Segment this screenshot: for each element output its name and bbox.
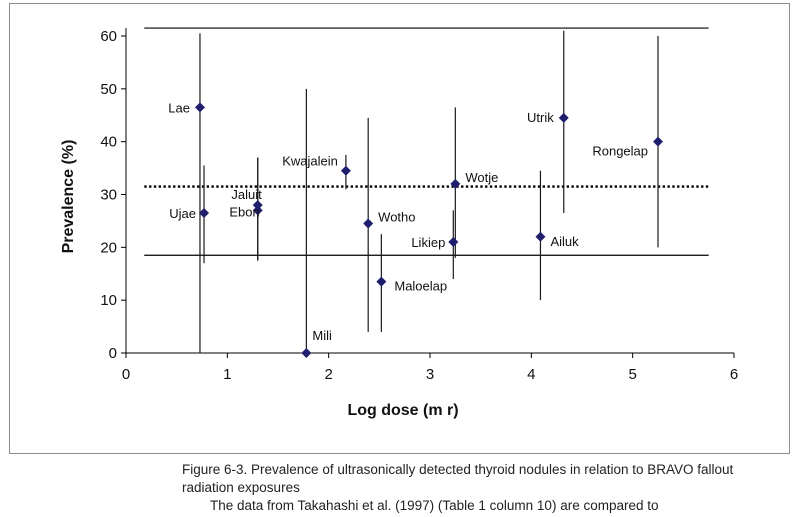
figure-frame: 0 10 20 30 40 50 60 0 1 2 3 4 5 6 Log dose (m r) Preval… (9, 3, 790, 454)
point-label-rongelap: Rongelap (592, 144, 648, 159)
y-tick-label: 10 (100, 292, 117, 309)
data-point-rongelap (653, 136, 663, 147)
data-point-jaluit (252, 200, 263, 211)
data-point-ebon (252, 205, 263, 216)
data-point-wotje (450, 178, 461, 189)
y-tick-label: 50 (100, 81, 117, 98)
y-tick-label: 20 (100, 239, 117, 256)
data-point-wotho (363, 218, 374, 229)
figure-caption-line1: Figure 6-3. Prevalence of ultrasonically… (182, 462, 734, 477)
point-label-wotje: Wotje (465, 170, 498, 185)
x-tick-label: 5 (628, 366, 636, 383)
data-point-ailuk (535, 231, 546, 242)
point-label-kwajalein: Kwajalein (282, 154, 338, 169)
x-tick-label: 3 (426, 366, 434, 383)
point-label-maloelap: Maloelap (394, 279, 447, 294)
x-tick-label: 6 (730, 366, 738, 383)
x-tick-label: 1 (223, 366, 231, 383)
y-tick-label: 30 (100, 187, 117, 204)
point-label-wotho: Wotho (378, 210, 415, 225)
figure-caption-line2: radiation exposures (182, 480, 300, 495)
figure-caption-line3: The data from Takahashi et al. (1997) (T… (210, 498, 659, 513)
x-tick-label: 0 (122, 366, 130, 383)
point-label-ebon: Ebon (229, 204, 259, 219)
y-tick-label: 0 (109, 345, 117, 362)
y-axis-title: Prevalence (%) (60, 140, 77, 254)
y-tick-label: 40 (100, 134, 117, 151)
x-axis-title: Log dose (m r) (347, 402, 458, 419)
x-tick-label: 2 (324, 366, 332, 383)
data-point-kwajalein (340, 165, 351, 176)
data-point-ujae (199, 207, 210, 218)
data-point-lae (194, 102, 205, 113)
point-label-lae: Lae (168, 100, 190, 115)
point-label-utrik: Utrik (527, 110, 554, 125)
y-tick-label: 60 (100, 28, 117, 45)
scatter-chart: 0 10 20 30 40 50 60 0 1 2 3 4 5 6 Log dose (m r) Preval… (60, 27, 738, 419)
data-point-maloelap (376, 276, 387, 287)
x-tick-label: 4 (527, 366, 535, 383)
point-label-jaluit: Jaluit (231, 187, 262, 202)
point-label-ujae: Ujae (169, 206, 196, 221)
point-label-likiep: Likiep (411, 235, 445, 250)
point-label-mili: Mili (312, 328, 332, 343)
point-label-ailuk: Ailuk (550, 234, 579, 249)
data-point-utrik (558, 112, 569, 123)
data-point-likiep (448, 237, 459, 248)
data-point-mili (301, 348, 312, 358)
